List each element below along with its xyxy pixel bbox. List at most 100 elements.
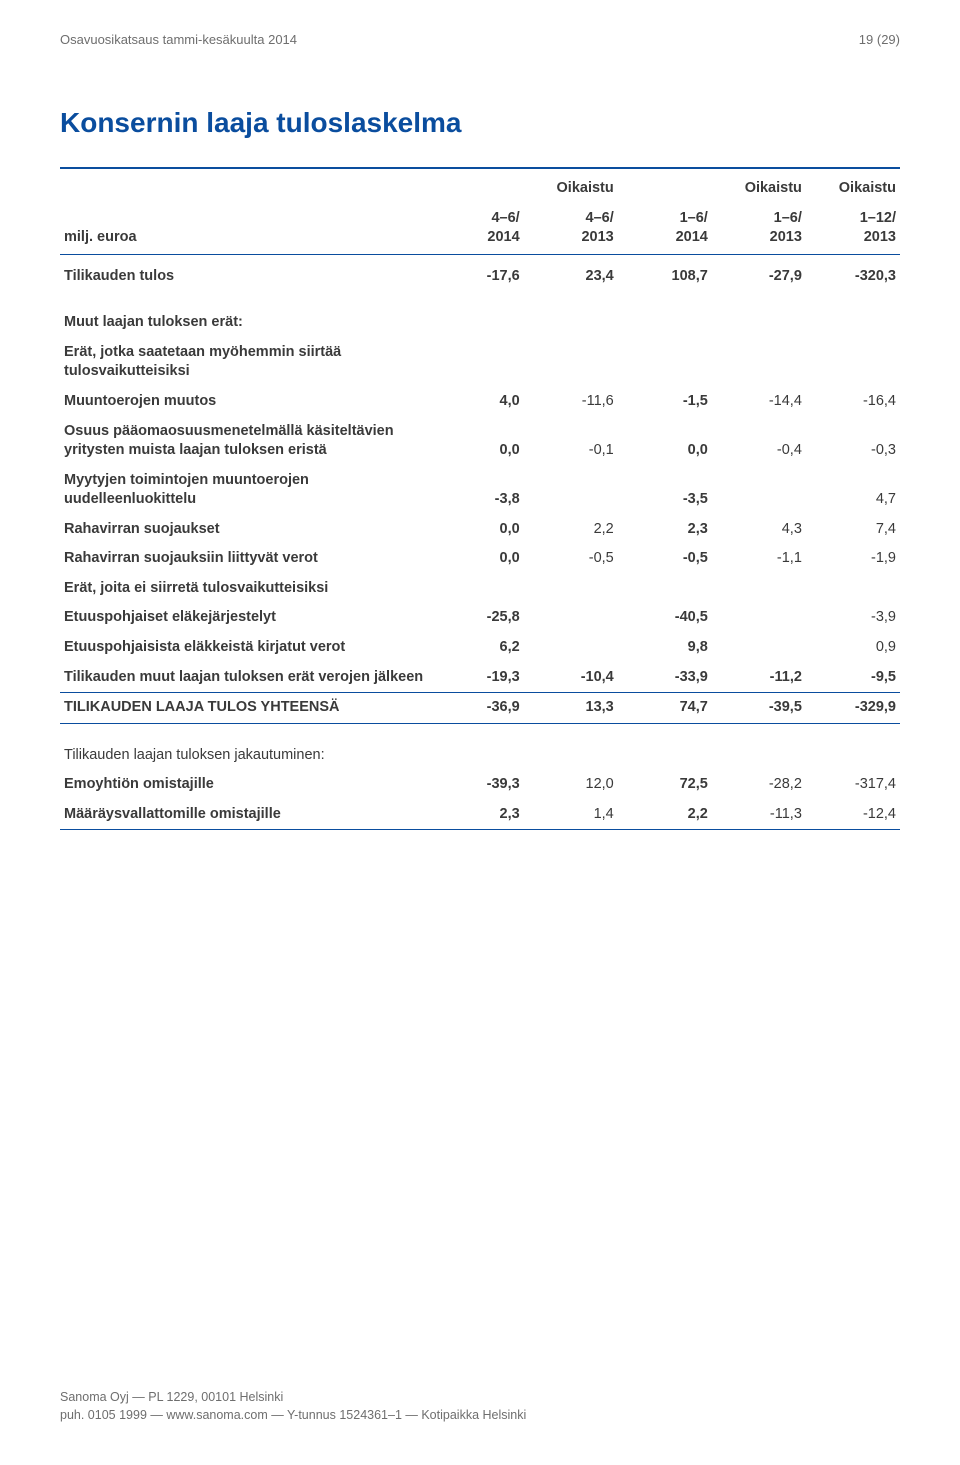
row-value: -39,3: [430, 770, 524, 800]
row-value: -10,4: [524, 663, 618, 693]
row-value: 108,7: [618, 255, 712, 292]
row-value: 9,8: [618, 633, 712, 663]
row-label: Muut laajan tuloksen erät:: [60, 291, 430, 338]
row-value: 74,7: [618, 693, 712, 723]
table-row: Osuus pääomaosuusmenetelmällä käsiteltäv…: [60, 417, 900, 466]
row-value: [712, 291, 806, 338]
row-value: -33,9: [618, 663, 712, 693]
row-value: 2,2: [618, 800, 712, 830]
row-value: -1,1: [712, 544, 806, 574]
h2c2: 4–6/: [524, 199, 618, 229]
h3c0: milj. euroa: [60, 228, 430, 254]
table-row: Määräysvallattomille omistajille2,31,42,…: [60, 800, 900, 830]
row-label: Rahavirran suojauksiin liittyvät verot: [60, 544, 430, 574]
table-row: Erät, jotka saatetaan myöhemmin siirtää …: [60, 338, 900, 387]
row-label: Tilikauden muut laajan tuloksen erät ver…: [60, 663, 430, 693]
row-value: 23,4: [524, 255, 618, 292]
row-label: Etuuspohjaiset eläkejärjestelyt: [60, 603, 430, 633]
row-value: 2,2: [524, 515, 618, 545]
row-value: [524, 574, 618, 604]
row-value: -39,5: [712, 693, 806, 723]
row-value: -14,4: [712, 387, 806, 417]
row-value: 0,0: [430, 515, 524, 545]
row-value: [524, 466, 618, 515]
row-value: [806, 291, 900, 338]
table-row: Erät, joita ei siirretä tulosvaikutteisi…: [60, 574, 900, 604]
row-value: [524, 633, 618, 663]
table-row: TILIKAUDEN LAAJA TULOS YHTEENSÄ-36,913,3…: [60, 693, 900, 723]
row-value: [712, 338, 806, 387]
row-value: 2,3: [430, 800, 524, 830]
row-value: -0,5: [618, 544, 712, 574]
row-value: -19,3: [430, 663, 524, 693]
row-value: -27,9: [712, 255, 806, 292]
row-value: -329,9: [806, 693, 900, 723]
h3c1: 2014: [430, 228, 524, 254]
row-value: 4,7: [806, 466, 900, 515]
table-row: Etuuspohjaisista eläkkeistä kirjatut ver…: [60, 633, 900, 663]
table-row: Tilikauden tulos-17,623,4108,7-27,9-320,…: [60, 255, 900, 292]
row-value: 0,0: [430, 417, 524, 466]
row-label: Etuuspohjaisista eläkkeistä kirjatut ver…: [60, 633, 430, 663]
row-value: [618, 338, 712, 387]
row-value: -1,5: [618, 387, 712, 417]
table-row: Tilikauden muut laajan tuloksen erät ver…: [60, 663, 900, 693]
row-value: [806, 574, 900, 604]
row-value: [524, 724, 618, 771]
h2c3: 1–6/: [618, 199, 712, 229]
row-value: -3,5: [618, 466, 712, 515]
h2c4: 1–6/: [712, 199, 806, 229]
row-value: [524, 338, 618, 387]
row-value: [430, 574, 524, 604]
row-value: 7,4: [806, 515, 900, 545]
h1c1: [430, 169, 524, 199]
row-value: [712, 724, 806, 771]
h2c5: 1–12/: [806, 199, 900, 229]
row-value: [430, 338, 524, 387]
row-value: -16,4: [806, 387, 900, 417]
row-value: [430, 724, 524, 771]
row-value: 13,3: [524, 693, 618, 723]
row-value: -36,9: [430, 693, 524, 723]
row-value: -40,5: [618, 603, 712, 633]
row-value: -0,4: [712, 417, 806, 466]
row-value: [524, 603, 618, 633]
row-value: 0,9: [806, 633, 900, 663]
table-row: Muuntoerojen muutos4,0-11,6-1,5-14,4-16,…: [60, 387, 900, 417]
h1c3: [618, 169, 712, 199]
page-title: Konsernin laaja tuloslaskelma: [60, 107, 900, 139]
row-value: 12,0: [524, 770, 618, 800]
row-value: 0,0: [430, 544, 524, 574]
row-value: -11,2: [712, 663, 806, 693]
row-value: -9,5: [806, 663, 900, 693]
row-label: Erät, jotka saatetaan myöhemmin siirtää …: [60, 338, 430, 387]
h1c0: [60, 169, 430, 199]
table-row: Tilikauden laajan tuloksen jakautuminen:: [60, 724, 900, 771]
header-row-2: 4–6/ 4–6/ 1–6/ 1–6/ 1–12/: [60, 199, 900, 229]
row-value: -3,8: [430, 466, 524, 515]
row-label: Rahavirran suojaukset: [60, 515, 430, 545]
footer-line-2: puh. 0105 1999 — www.sanoma.com — Y-tunn…: [60, 1406, 526, 1425]
header-right: 19 (29): [859, 32, 900, 47]
table-row: Emoyhtiön omistajille-39,312,072,5-28,2-…: [60, 770, 900, 800]
row-value: 72,5: [618, 770, 712, 800]
h1c4: Oikaistu: [712, 169, 806, 199]
row-value: -17,6: [430, 255, 524, 292]
row-value: [430, 291, 524, 338]
row-value: 0,0: [618, 417, 712, 466]
row-value: 4,0: [430, 387, 524, 417]
row-value: [524, 291, 618, 338]
header-left: Osavuosikatsaus tammi-kesäkuulta 2014: [60, 32, 297, 47]
row-value: [712, 633, 806, 663]
row-label: Erät, joita ei siirretä tulosvaikutteisi…: [60, 574, 430, 604]
row-value: -12,4: [806, 800, 900, 830]
row-value: -28,2: [712, 770, 806, 800]
table-row: Etuuspohjaiset eläkejärjestelyt-25,8 -40,…: [60, 603, 900, 633]
header-row-3: milj. euroa 2014 2013 2014 2013 2013: [60, 228, 900, 254]
row-label: Muuntoerojen muutos: [60, 387, 430, 417]
row-value: -317,4: [806, 770, 900, 800]
h3c2: 2013: [524, 228, 618, 254]
row-label: Myytyjen toimintojen muuntoerojen uudell…: [60, 466, 430, 515]
page-header: Osavuosikatsaus tammi-kesäkuulta 2014 19…: [60, 32, 900, 47]
row-value: -25,8: [430, 603, 524, 633]
